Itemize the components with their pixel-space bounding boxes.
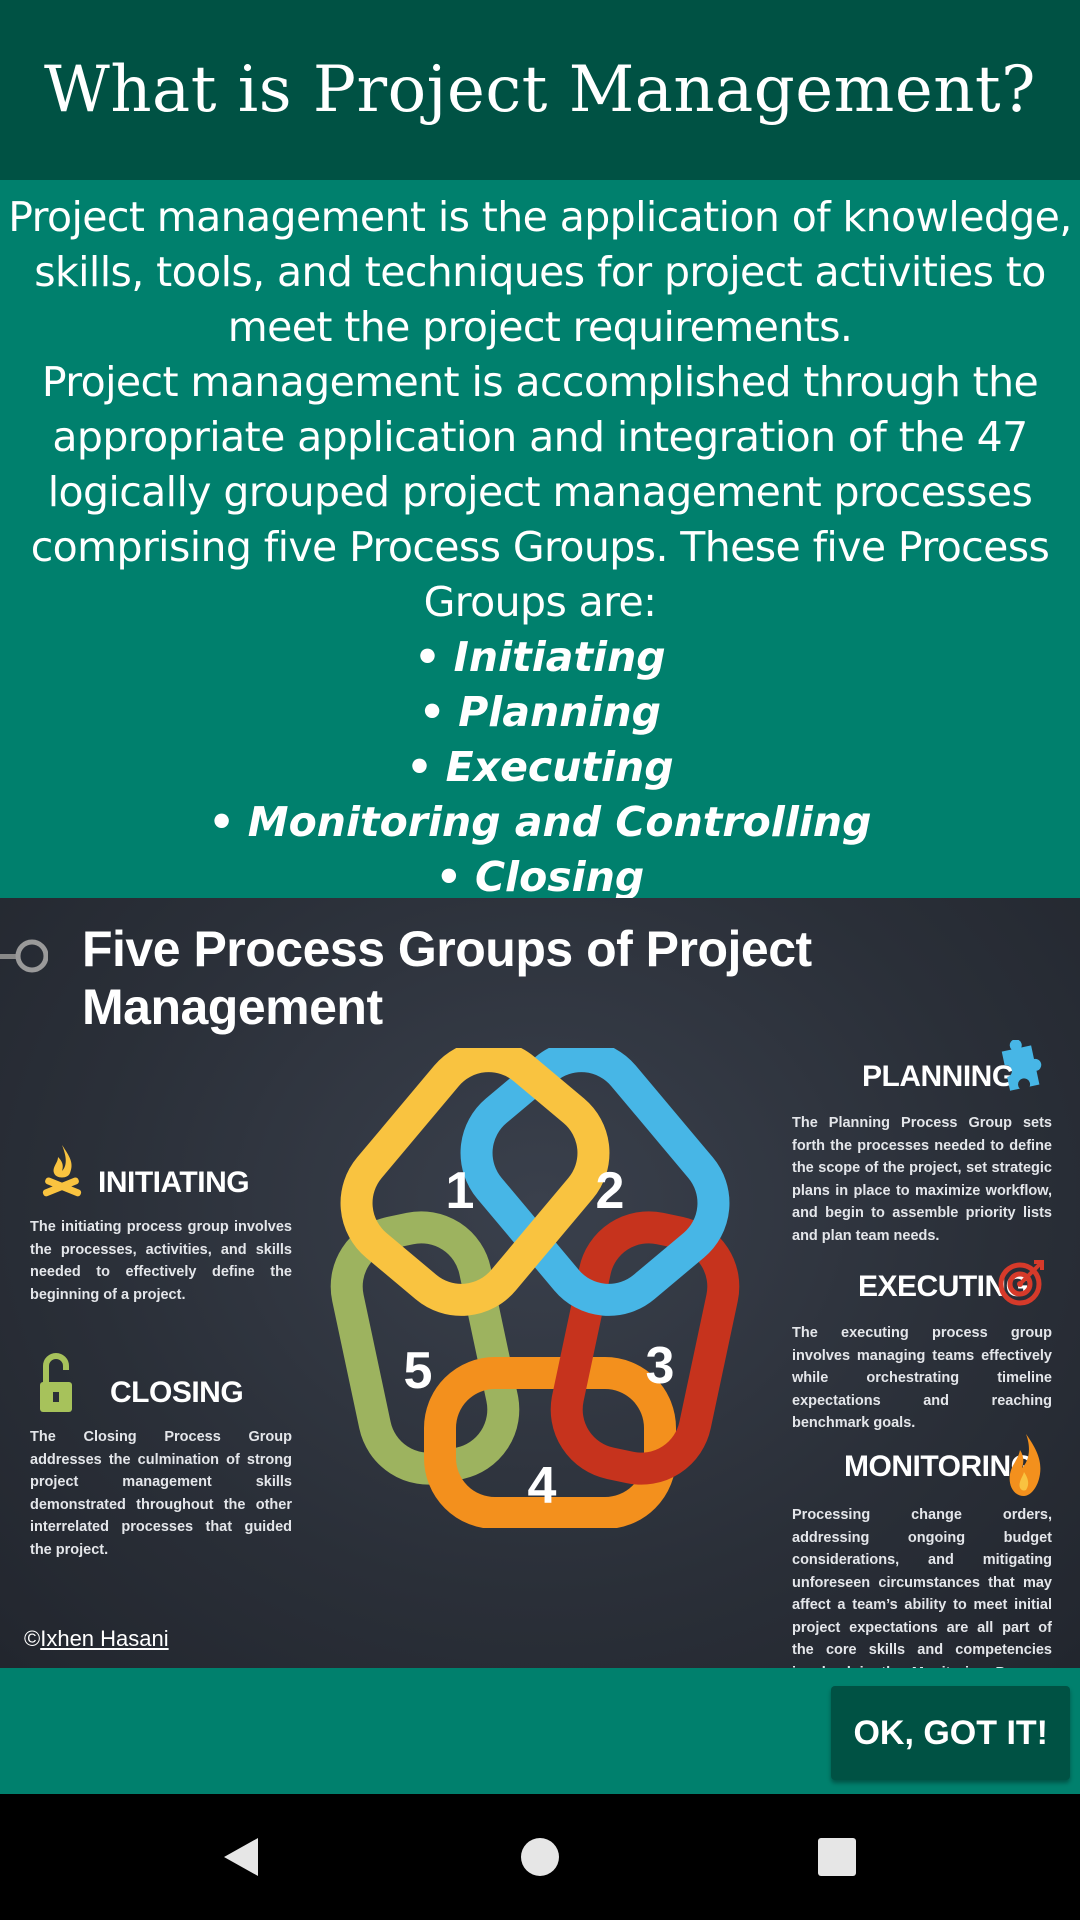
group-planning: Planning — [458, 688, 661, 736]
monitoring-description: Processing change orders, addressing ong… — [792, 1507, 1052, 1668]
intro-paragraph-1: Project management is the application of… — [8, 193, 1072, 351]
list-item: • Monitoring and Controlling — [208, 798, 872, 846]
open-lock-icon — [40, 1353, 72, 1412]
ring-1 — [340, 1048, 610, 1316]
target-icon — [998, 1260, 1044, 1306]
group-closing: Closing — [474, 853, 645, 901]
author-link[interactable]: Ixhen Hasani — [40, 1626, 169, 1651]
planning-label: PLANNING — [862, 1060, 1015, 1093]
ring-number-3: 3 — [646, 1337, 675, 1395]
list-item: • Closing — [435, 853, 645, 901]
ring-number-2: 2 — [596, 1162, 625, 1220]
group-initiating: Initiating — [453, 633, 666, 681]
puzzle-piece-icon — [1001, 1040, 1042, 1091]
planning-description: The Planning Process Group sets forth th… — [792, 1115, 1052, 1244]
group-monitoring: Monitoring and Controlling — [247, 798, 872, 846]
intro-section: Project management is the application of… — [0, 180, 1080, 901]
android-navigation-bar — [0, 1794, 1080, 1920]
ring-number-5: 5 — [404, 1342, 433, 1400]
initiating-description: The initiating process group involves th… — [30, 1219, 292, 1303]
ring-number-4: 4 — [528, 1457, 557, 1515]
page-title: What is Project Management? — [44, 53, 1036, 127]
copyright-credit[interactable]: ©Ixhen Hasani — [24, 1626, 169, 1651]
process-group-list: • Initiating • Planning • Executing • Mo… — [0, 630, 1080, 905]
campfire-icon — [42, 1145, 82, 1197]
monitoring-label: MONITORING — [844, 1450, 1034, 1483]
app-header: What is Project Management? — [0, 0, 1080, 180]
closing-description: The Closing Process Group addresses the … — [30, 1429, 292, 1558]
closing-label: CLOSING — [110, 1376, 244, 1409]
ok-got-it-button[interactable]: OK, GOT IT! — [831, 1686, 1070, 1780]
intro-paragraph-2: Project management is accomplished throu… — [30, 358, 1050, 626]
dialog-footer: OK, GOT IT! — [0, 1668, 1080, 1794]
list-item: • Initiating — [414, 633, 666, 681]
recents-icon[interactable] — [812, 1832, 862, 1882]
ring-3 — [550, 1211, 740, 1485]
interlocking-rings-diagram: 1 2 3 4 5 — [330, 1048, 740, 1528]
back-icon[interactable] — [216, 1832, 266, 1882]
list-item: • Planning — [418, 688, 661, 736]
pin-icon — [0, 939, 48, 973]
executing-description: The executing process group involves man… — [792, 1325, 1052, 1431]
infographic-title: Five Process Groups of Project Managemen… — [82, 921, 812, 1035]
list-item: • Executing — [406, 743, 674, 791]
group-executing: Executing — [445, 743, 674, 791]
ring-4 — [424, 1357, 676, 1528]
process-groups-infographic: Five Process Groups of Project Managemen… — [0, 898, 1080, 1668]
ring-number-1: 1 — [446, 1162, 475, 1220]
flame-icon — [1009, 1434, 1041, 1496]
initiating-label: INITIATING — [98, 1166, 250, 1199]
home-icon[interactable] — [515, 1832, 565, 1882]
